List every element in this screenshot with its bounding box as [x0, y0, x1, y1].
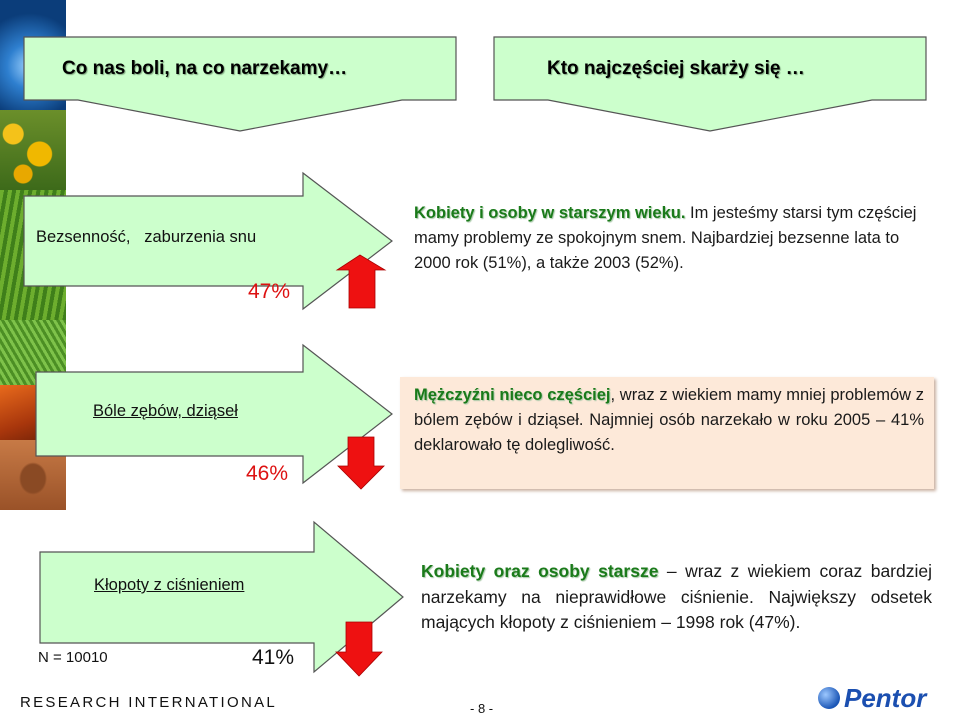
photo-sidebar — [0, 0, 66, 510]
row3-trend-down-icon — [335, 621, 383, 677]
row1-arrow — [23, 171, 393, 311]
pentor-logo: Pentor — [818, 683, 954, 714]
row2-label: Bóle zębów, dziąseł — [93, 402, 238, 420]
row2-description-box — [400, 377, 934, 489]
header-right-arrow — [493, 36, 927, 132]
row3-sample-size: N = 10010 — [38, 649, 108, 666]
row2-arrow — [35, 343, 393, 485]
research-international-logo: RESEARCH INTERNATIONAL — [20, 694, 278, 711]
row2-description: Mężczyźni nieco częściej, wraz z wiekiem… — [414, 383, 924, 458]
header-left-arrow — [23, 36, 457, 132]
page-number: - 8 - — [470, 701, 494, 716]
row1-percent: 47% — [248, 280, 291, 303]
pentor-globe-icon — [818, 687, 840, 709]
row3-description: Kobiety oraz osoby starsze – wraz z wiek… — [421, 559, 932, 636]
row3-highlight: Kobiety oraz osoby starsze — [421, 561, 659, 581]
row3-text: – wraz z wiekiem coraz bardziej narzekam… — [421, 561, 932, 632]
row3-label: Kłopoty z ciśnieniem — [94, 576, 245, 594]
pentor-wordmark: Pentor — [844, 683, 927, 713]
sunflower-field-image — [0, 110, 66, 190]
header-right-title: Kto najczęściej skarży się … — [547, 58, 805, 79]
row1-label: Bezsenność, zaburzenia snu — [36, 228, 257, 246]
row2-trend-down-icon — [337, 436, 385, 490]
row2-highlight: Mężczyźni nieco częściej — [414, 386, 611, 404]
row1-highlight: Kobiety i osoby w starszym wieku. — [414, 204, 686, 222]
row2-text: , wraz z wiekiem mamy mniej problemów z … — [414, 386, 924, 454]
row1-description: Kobiety i osoby w starszym wieku. Im jes… — [414, 201, 928, 276]
row1-text: Im jesteśmy starsi tym częściej mamy pro… — [414, 204, 917, 272]
row3-percent: 41% — [252, 646, 295, 669]
row2-percent: 46% — [246, 462, 289, 485]
header-left-title: Co nas boli, na co narzekamy… — [62, 58, 348, 79]
row1-trend-up-icon — [335, 254, 387, 309]
